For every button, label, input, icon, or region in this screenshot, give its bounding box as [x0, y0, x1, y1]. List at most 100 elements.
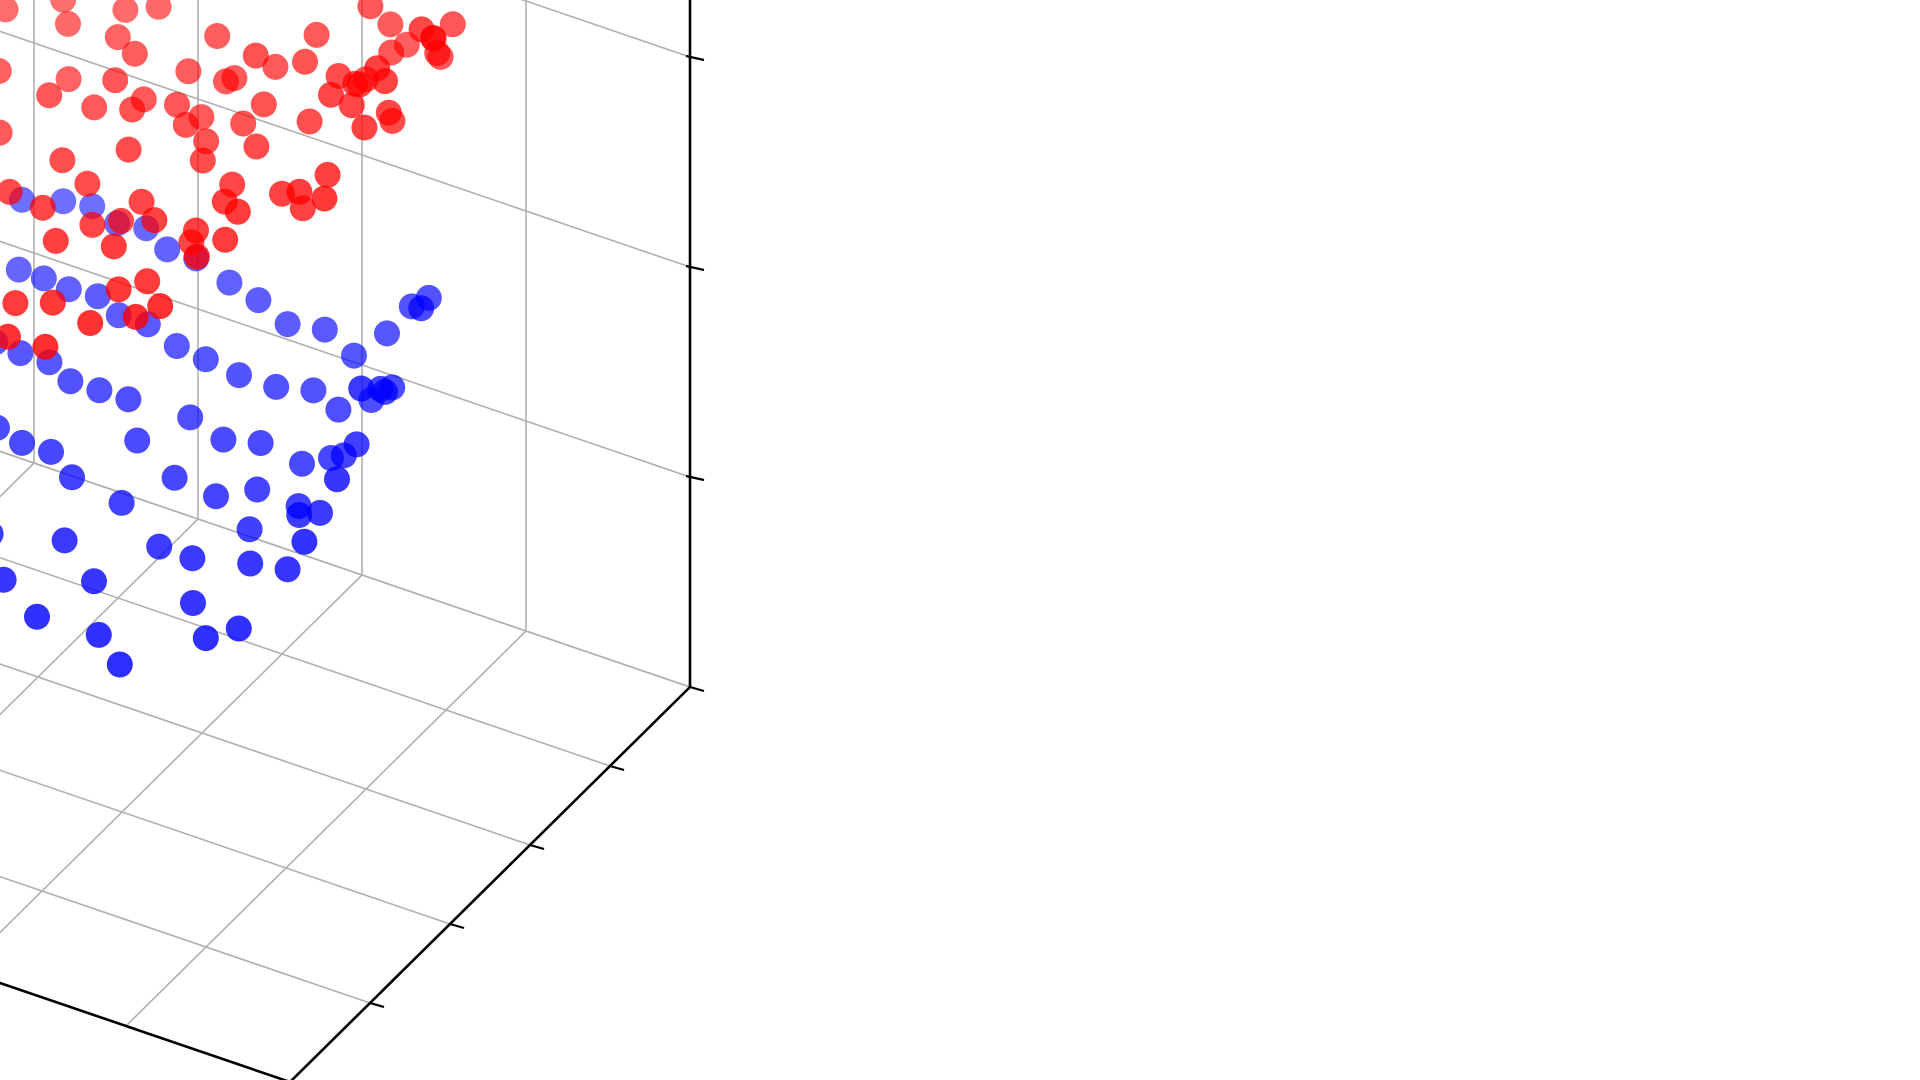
red-series-point [0, 58, 12, 84]
blue-series-point [161, 464, 188, 491]
blue-series-point [179, 545, 206, 572]
z-axis-tick [685, 54, 705, 62]
blue-series-point [124, 427, 151, 454]
floor-grid-line [0, 556, 611, 767]
z-axis-tick [685, 264, 705, 272]
y-axis-tick [689, 685, 705, 693]
blue-series-point [38, 438, 64, 465]
red-series-point [303, 21, 330, 48]
blue-series-point [311, 316, 338, 343]
blue-series-point [108, 489, 135, 516]
red-series-point [55, 66, 82, 93]
y-axis-tick [369, 1001, 385, 1009]
floor-grid-line [0, 982, 287, 1080]
floor-grid-line [0, 574, 363, 934]
blue-series-point [106, 651, 133, 678]
blue-series-point [237, 550, 264, 577]
red-series-point [0, 0, 19, 23]
red-series-point [175, 58, 202, 85]
red-series-point [311, 185, 338, 212]
red-series-point [147, 293, 174, 320]
blue-series-point [192, 625, 219, 652]
blue-series-point [244, 476, 271, 503]
red-series-point [50, 0, 77, 13]
red-series-point [375, 99, 402, 126]
red-series-point [0, 323, 21, 350]
red-series-point [77, 310, 104, 336]
red-series-point [55, 10, 81, 37]
y-axis-line [290, 686, 691, 1080]
blue-series-point [192, 346, 219, 373]
red-series-point [79, 211, 106, 238]
blue-series-point [225, 615, 252, 642]
red-series-point [439, 11, 466, 38]
x-axis-line [0, 981, 289, 1080]
red-series-point [100, 233, 127, 260]
red-series-point [141, 207, 168, 234]
red-series-point [204, 23, 231, 49]
red-series-point [243, 133, 270, 160]
red-series-point [296, 108, 323, 135]
red-series-point [183, 217, 209, 244]
blue-series-point [79, 193, 106, 220]
blue-series-point [247, 430, 274, 456]
red-series-point [121, 40, 148, 67]
blue-series-point [177, 404, 204, 431]
blue-series-point [59, 464, 85, 491]
axes [0, 0, 705, 1080]
red-series-point [115, 136, 142, 163]
blue-series-point [0, 524, 4, 543]
blue-series-point [5, 256, 32, 283]
blue-series-point [30, 265, 57, 292]
floor-grid-line [0, 663, 531, 846]
blue-series-point [236, 516, 263, 543]
blue-series-point [146, 533, 173, 560]
red-series-point [183, 243, 210, 270]
back-wall-grid-line [520, 0, 691, 58]
back-wall-grid-line [0, 30, 691, 268]
red-series-point [36, 82, 63, 109]
red-series-point [104, 24, 131, 51]
red-series-point [134, 268, 161, 295]
red-series-point [112, 0, 139, 23]
blue-series-point [307, 499, 333, 526]
red-series-point [224, 198, 251, 225]
red-series-point [81, 94, 108, 121]
red-series-point [39, 289, 66, 316]
red-series-point [346, 71, 373, 98]
red-series-point [42, 227, 69, 254]
red-series-point [189, 147, 216, 174]
red-series-point [377, 11, 404, 38]
red-series-point [105, 276, 132, 303]
blue-series-point [24, 603, 50, 630]
blue-series-point [324, 466, 350, 493]
red-series-point [230, 110, 257, 137]
red-series-point [128, 188, 155, 215]
blue-series-point [180, 590, 206, 616]
blue-series-point [341, 342, 367, 369]
red-series-point [32, 333, 59, 360]
blue-series-point [57, 368, 84, 395]
scatter-points [0, 0, 466, 678]
back-wall-grid-line [0, 450, 691, 688]
red-series-point [0, 119, 13, 146]
red-series-point [164, 91, 190, 118]
red-series-point [108, 207, 134, 234]
blue-series-point [0, 415, 10, 441]
red-series-point [29, 194, 56, 221]
blue-series-point [86, 377, 113, 404]
red-series-point [318, 81, 344, 108]
red-series-point [242, 42, 269, 69]
blue-series-point [408, 295, 435, 322]
blue-series-point [81, 568, 107, 595]
blue-series-point [291, 528, 318, 555]
red-series-point [351, 114, 378, 141]
blue-series-point [274, 311, 301, 338]
x-axis-tick [125, 1024, 137, 1031]
blue-series-point [374, 320, 400, 347]
red-series-point [357, 0, 384, 20]
blue-series-point [348, 375, 375, 402]
blue-series-point [372, 378, 398, 405]
blue-series-point [274, 556, 301, 583]
blue-series-point [115, 386, 142, 413]
